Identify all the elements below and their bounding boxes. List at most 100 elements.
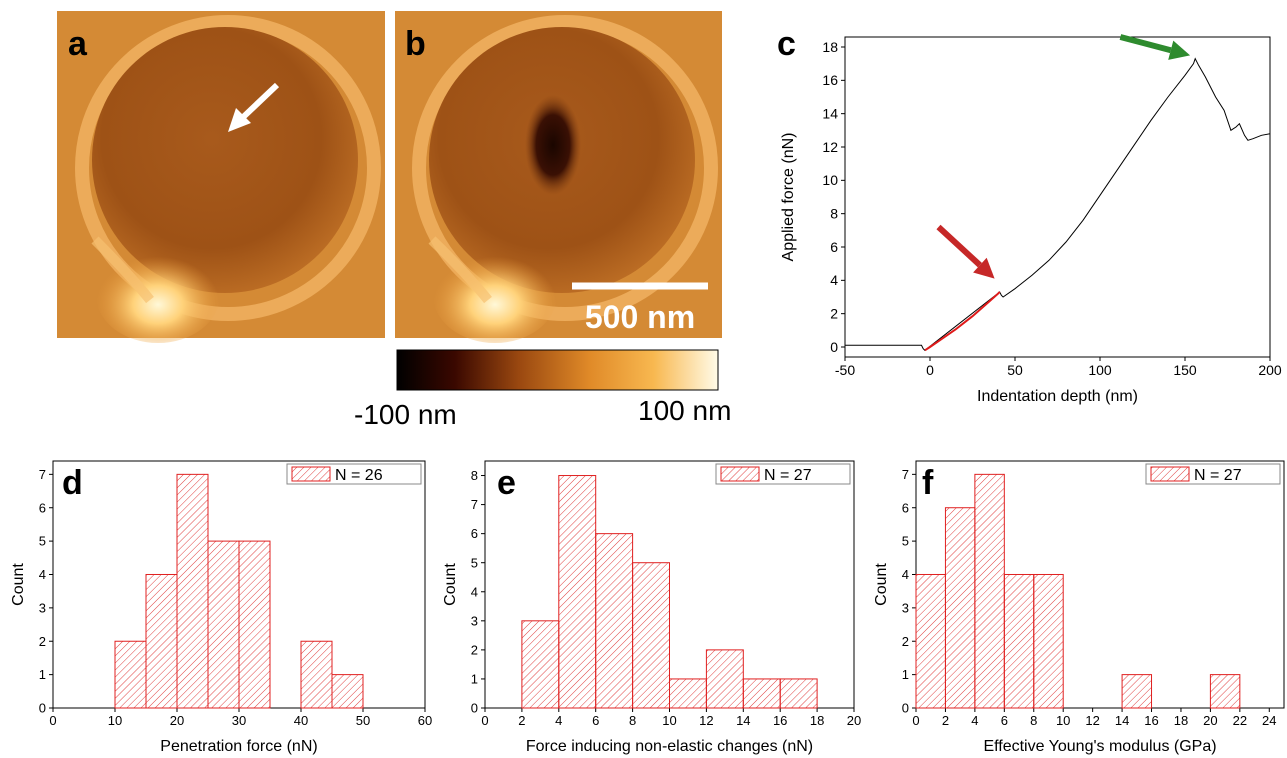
histogram-bar [595, 533, 634, 709]
x-tick-label: 50 [356, 713, 370, 728]
x-tick-label: 14 [1115, 713, 1129, 728]
x-tick-label: 4 [555, 713, 562, 728]
panel-letter-b: b [405, 25, 426, 63]
y-tick-label: 10 [822, 172, 838, 188]
colorbar-min-label: -100 nm [354, 399, 457, 430]
y-axis-label: Count [442, 563, 459, 606]
histogram-bar [669, 678, 707, 709]
x-tick-label: 18 [1174, 713, 1188, 728]
y-tick-label: 2 [902, 634, 909, 649]
x-tick-label: 30 [232, 713, 246, 728]
legend-swatch [291, 466, 331, 482]
x-tick-label: 22 [1233, 713, 1247, 728]
panel-letter-a: a [68, 25, 88, 63]
arrow-shaft-icon [1119, 34, 1172, 54]
y-tick-label: 7 [471, 497, 478, 512]
x-tick-label: 6 [592, 713, 599, 728]
x-tick-label: 12 [1085, 713, 1099, 728]
x-tick-label: 8 [1030, 713, 1037, 728]
x-axis-label: Penetration force (nN) [160, 738, 317, 755]
x-tick-label: 2 [518, 713, 525, 728]
x-tick-label: 150 [1173, 362, 1197, 378]
white-arrow-icon [235, 82, 280, 125]
y-tick-label: 3 [471, 613, 478, 628]
histogram-bar [521, 620, 560, 709]
x-tick-label: 50 [1007, 362, 1023, 378]
x-tick-label: 10 [108, 713, 122, 728]
y-tick-label: 8 [471, 468, 478, 483]
panel-letter-f: f [922, 464, 934, 502]
chart-d: 0 10 20 30 40 50 60 0 1 2 3 4 5 6 7 Penetration force (… [10, 460, 432, 755]
x-axis-label: Effective Young's modulus (GPa) [983, 738, 1216, 755]
histogram-bar [632, 562, 670, 709]
white-arrowhead-icon [228, 108, 251, 132]
histogram-bar [114, 640, 147, 709]
legend-swatch [720, 466, 760, 482]
y-tick-label: 2 [471, 642, 478, 657]
histogram-bar [176, 473, 209, 709]
x-tick-label: 16 [1144, 713, 1158, 728]
series-line-1 [924, 291, 1001, 352]
y-tick-label: 1 [471, 671, 478, 686]
x-tick-label: 10 [662, 713, 676, 728]
y-tick-label: 5 [902, 534, 909, 549]
x-tick-label: 10 [1056, 713, 1070, 728]
afm-image-b: b 500 nm [395, 11, 722, 343]
x-tick-label: 0 [912, 713, 919, 728]
x-tick-label: 14 [736, 713, 750, 728]
panel-letter-e: e [497, 464, 516, 502]
indentation-hole [525, 95, 581, 195]
x-tick-label: 18 [810, 713, 824, 728]
histogram-bar [974, 473, 1005, 709]
plot-frame [844, 36, 1271, 358]
histogram-bar [1209, 674, 1241, 709]
x-tick-label: 0 [926, 362, 934, 378]
scale-bar-label: 500 nm [585, 299, 695, 335]
histogram-bar [705, 649, 744, 709]
histogram-bar [1033, 573, 1064, 709]
x-tick-label: 4 [971, 713, 978, 728]
y-tick-label: 5 [39, 534, 46, 549]
y-tick-label: 7 [39, 467, 46, 482]
arrowhead-icon [973, 257, 995, 279]
y-tick-label: 3 [39, 600, 46, 615]
histogram-bar [300, 640, 333, 709]
y-tick-label: 6 [830, 239, 838, 255]
panel-letter-c: c [777, 25, 796, 63]
y-tick-label: 4 [902, 567, 909, 582]
colorbar: -100 nm 100 nm [354, 349, 731, 430]
x-tick-label: 60 [418, 713, 432, 728]
chart-c: -50 0 50 100 150 200 0 2 4 6 8 10 12 14 16 18 Indentatio… [777, 25, 1282, 405]
histogram-bar [207, 540, 240, 709]
histogram-bar [145, 573, 178, 709]
histogram-bar [944, 507, 976, 709]
legend-label: N = 27 [764, 467, 812, 484]
histogram-bar [779, 678, 818, 709]
histogram-bar [238, 540, 271, 709]
histogram-bar [558, 475, 597, 709]
histogram-bar [1121, 674, 1153, 709]
legend-label: N = 27 [1194, 467, 1242, 484]
x-tick-label: 12 [699, 713, 713, 728]
histogram-bar [1003, 573, 1035, 709]
y-tick-label: 4 [39, 567, 46, 582]
arrow-shaft-icon [936, 224, 982, 268]
x-tick-label: 0 [481, 713, 488, 728]
y-tick-label: 1 [902, 667, 909, 682]
x-tick-label: 0 [49, 713, 56, 728]
legend-label: N = 26 [335, 467, 383, 484]
x-axis-label: Indentation depth (nm) [977, 388, 1138, 405]
x-tick-label: 20 [847, 713, 861, 728]
y-tick-label: 1 [39, 667, 46, 682]
x-tick-label: 20 [170, 713, 184, 728]
x-tick-label: 20 [1203, 713, 1217, 728]
colorbar-max-label: 100 nm [638, 395, 731, 426]
y-tick-label: 14 [822, 106, 838, 122]
y-tick-label: 0 [830, 339, 838, 355]
y-axis-label: Applied force (nN) [780, 133, 797, 262]
x-tick-label: 2 [942, 713, 949, 728]
y-tick-label: 18 [822, 39, 838, 55]
